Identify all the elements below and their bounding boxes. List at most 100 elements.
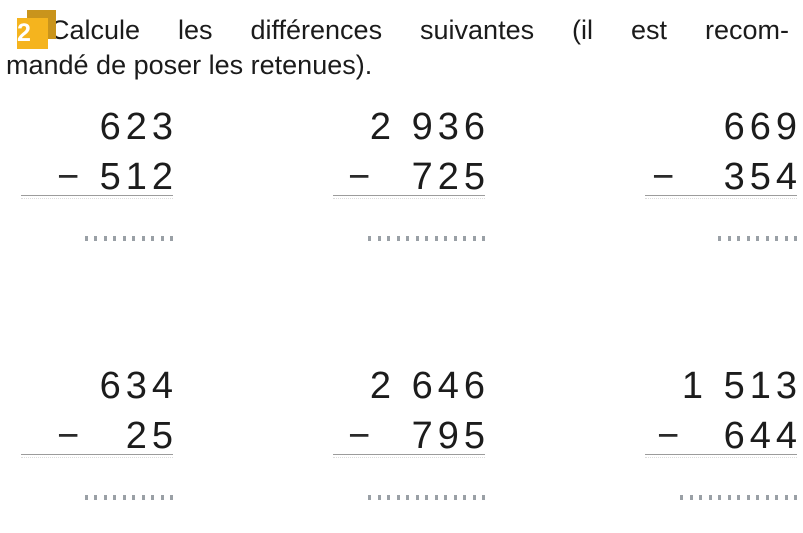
answer-dot — [746, 236, 750, 241]
answer-dot — [396, 495, 400, 500]
subtraction-line — [333, 454, 485, 458]
answer-dot — [141, 495, 145, 500]
answer-dots — [645, 236, 797, 241]
subtrahend: 795 — [411, 415, 490, 457]
answer-dot — [94, 495, 97, 500]
minus-operator: − — [348, 415, 371, 457]
answer-dot — [425, 495, 428, 500]
minus-operator: − — [57, 415, 80, 457]
answer-dot — [368, 495, 371, 500]
answer-dot — [784, 236, 788, 241]
answer-dot — [784, 495, 788, 500]
minuend: 669 — [723, 106, 802, 148]
subtraction-line — [333, 195, 485, 199]
answer-dot — [756, 236, 759, 241]
instruction-text-line2: mandé de poser les retenues). — [6, 50, 373, 80]
badge-number: 2 — [17, 18, 48, 49]
answer-dot — [170, 236, 173, 241]
minuend-row: 623 — [21, 102, 173, 152]
answer-dot — [737, 236, 740, 241]
answer-dot — [122, 495, 126, 500]
subtrahend: 354 — [723, 156, 802, 198]
exercise-instruction: 2 Calcule les différences suivantes (il e… — [6, 10, 795, 82]
minuend-row: 634 — [21, 361, 173, 411]
minus-operator: − — [57, 156, 80, 198]
subtrahend-row: − 644 — [645, 411, 797, 461]
answer-dot — [708, 495, 712, 500]
answer-dot — [472, 495, 476, 500]
minus-operator: − — [652, 156, 675, 198]
instruction-line-1: 2 Calcule les différences suivantes (il e… — [6, 10, 795, 49]
answer-dot — [794, 236, 797, 241]
answer-dot — [434, 495, 438, 500]
answer-dot — [718, 236, 721, 241]
subtrahend-row: − 354 — [645, 152, 797, 202]
answer-dot — [434, 236, 438, 241]
minuend-row: 2 936 — [333, 102, 485, 152]
answer-dot — [132, 495, 135, 500]
answer-dot — [84, 495, 88, 500]
answer-dot — [718, 495, 721, 500]
subtrahend: 725 — [411, 156, 490, 198]
subtraction-problem: 2 646 − 795 — [333, 361, 485, 500]
problems-grid-row2: 634 − 25 2 646 − 795 1 513 − 644 — [21, 361, 797, 500]
answer-dot — [113, 236, 116, 241]
answer-dot — [387, 495, 390, 500]
answer-dot — [406, 236, 409, 241]
subtraction-problem: 2 936 − 725 — [333, 102, 485, 241]
problems-grid-row1: 623 − 512 2 936 − 725 669 − 354 — [21, 102, 797, 241]
answer-dots — [333, 495, 485, 500]
answer-dot — [689, 495, 693, 500]
answer-dot — [453, 495, 457, 500]
answer-dot — [94, 236, 97, 241]
answer-dot — [737, 495, 740, 500]
answer-dot — [756, 495, 759, 500]
answer-dot — [765, 495, 769, 500]
subtrahend-row: − 512 — [21, 152, 173, 202]
subtraction-problem: 669 − 354 — [645, 102, 797, 241]
answer-dot — [132, 236, 135, 241]
answer-dot — [425, 236, 428, 241]
subtraction-line — [21, 195, 173, 199]
subtraction-problem: 634 − 25 — [21, 361, 173, 500]
answer-dot — [463, 495, 466, 500]
answer-dot — [113, 495, 116, 500]
subtraction-line — [645, 454, 797, 458]
subtraction-line — [645, 195, 797, 199]
answer-dot — [160, 236, 164, 241]
answer-dot — [160, 495, 164, 500]
minuend: 634 — [99, 365, 178, 407]
subtraction-problem: 623 − 512 — [21, 102, 173, 241]
answer-dot — [727, 236, 731, 241]
subtrahend-row: − 725 — [333, 152, 485, 202]
subtrahend-row: − 25 — [21, 411, 173, 461]
answer-dot — [482, 236, 485, 241]
minus-operator: − — [348, 156, 371, 198]
minuend-row: 2 646 — [333, 361, 485, 411]
answer-dot — [794, 495, 797, 500]
answer-dot — [775, 495, 778, 500]
answer-dot — [84, 236, 88, 241]
answer-dot — [472, 236, 476, 241]
answer-dot — [444, 495, 447, 500]
answer-dot — [170, 495, 173, 500]
answer-dot — [406, 495, 409, 500]
answer-dot — [151, 495, 154, 500]
answer-dot — [444, 236, 447, 241]
subtrahend: 25 — [125, 415, 178, 457]
minuend: 2 646 — [369, 365, 490, 407]
subtrahend-row: − 795 — [333, 411, 485, 461]
answer-dot — [765, 236, 769, 241]
exercise-number-badge: 2 — [17, 10, 56, 49]
minuend: 1 513 — [681, 365, 802, 407]
answer-dot — [103, 495, 107, 500]
answer-dot — [680, 495, 683, 500]
answer-dot — [746, 495, 750, 500]
answer-dot — [141, 236, 145, 241]
subtrahend: 644 — [723, 415, 802, 457]
answer-dots — [333, 236, 485, 241]
answer-dot — [103, 236, 107, 241]
answer-dot — [415, 236, 419, 241]
answer-dot — [415, 495, 419, 500]
